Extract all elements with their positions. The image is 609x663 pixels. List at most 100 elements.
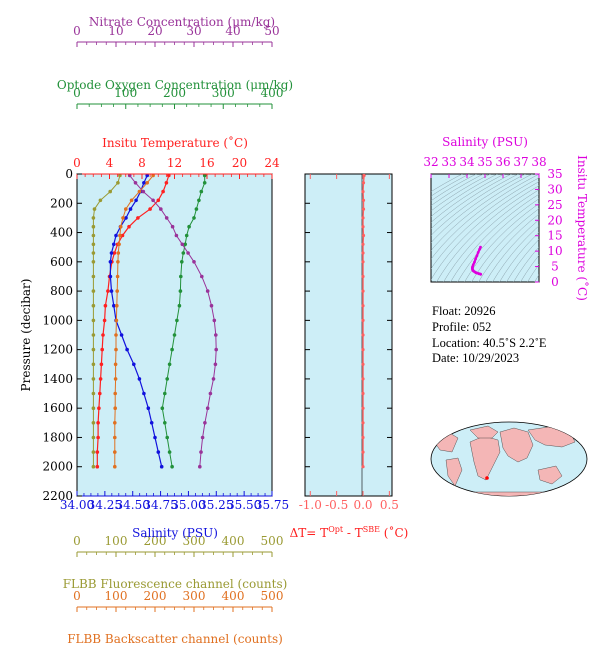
delta-t-data-point: [361, 406, 365, 410]
ts-isopycnal: [431, 174, 512, 229]
delta-t-data-point: [361, 421, 365, 425]
nitrate-data-point: [199, 450, 203, 454]
delta-t-data-point: [361, 465, 365, 469]
ts-isopycnal: [457, 198, 539, 282]
fluorescence-data-point: [91, 347, 96, 352]
temperature-axis-tick-label: 24: [264, 156, 280, 170]
ts-isopycnal: [431, 174, 505, 223]
ts-isopycnal: [520, 254, 539, 282]
info-profile: Profile: 052: [432, 320, 491, 334]
nitrate-data-point: [192, 260, 196, 264]
pressure-tick-label: 400: [50, 226, 73, 240]
ts-isopycnal: [534, 274, 539, 282]
ts-salinity-tick-label: 33: [441, 155, 456, 169]
oxygen-axis-tick-label: 400: [261, 86, 284, 100]
backscatter-axis-tick-label: 100: [105, 589, 128, 603]
delta-t-data-point: [361, 216, 365, 220]
backscatter-data-point: [113, 421, 117, 425]
backscatter-data-point: [116, 251, 121, 255]
temperature-axis-tick-label: 16: [199, 156, 214, 170]
ts-data-point: [478, 247, 481, 251]
backscatter-data-point: [137, 189, 142, 194]
ts-isopycnal: [485, 219, 539, 282]
ts-salinity-tick-label: 35: [477, 155, 492, 169]
oxygen-data-point: [202, 181, 207, 185]
pressure-tick-label: 800: [50, 284, 73, 298]
oxygen-data-point: [177, 303, 182, 308]
oxygen-axis-tick-label: 200: [163, 86, 186, 100]
fluorescence-data-point: [91, 450, 96, 454]
oxygen-axis-tick-label: 0: [73, 86, 81, 100]
temperature-data-point: [102, 318, 107, 323]
delta-t-axis-title: ΔT= TOpt - TSBE (˚C): [290, 525, 409, 540]
oxygen-data-point: [165, 377, 169, 381]
ts-temperature-tick-label: 5: [551, 260, 559, 274]
profile-series-layer: [91, 173, 218, 469]
salinity-data-point: [146, 406, 151, 411]
backscatter-data-point: [121, 216, 125, 220]
ts-salinity-tick-label: 34: [459, 155, 475, 169]
fluorescence-data-point: [116, 181, 120, 185]
oxygen-data-point: [167, 450, 172, 454]
oxygen-data-point: [179, 274, 183, 279]
nitrate-data-point: [214, 347, 218, 352]
ts-isopycnal: [431, 174, 533, 251]
oxygen-data-point: [197, 198, 201, 203]
backscatter-data-point: [115, 289, 119, 293]
delta-t-data-point: [361, 260, 365, 264]
ts-salinity-axis-title: Salinity (PSU): [442, 135, 528, 149]
nitrate-data-point: [141, 189, 146, 194]
salinity-data-point: [128, 207, 133, 211]
backscatter-data-point: [117, 242, 121, 247]
salinity-data-point: [108, 274, 113, 279]
salinity-data-point: [145, 173, 149, 178]
nitrate-axis-tick-label: 30: [186, 24, 201, 38]
salinity-data-point: [112, 303, 116, 308]
nitrate-data-point: [133, 181, 138, 185]
ts-isopycnal: [431, 174, 539, 260]
nitrate-data-point: [159, 207, 163, 211]
backscatter-axis-tick-label: 500: [261, 589, 284, 603]
ts-temperature-tick-label: 10: [547, 244, 562, 258]
delta-t-data-point: [361, 391, 365, 396]
salinity-axis-tick-label: 34.50: [116, 498, 150, 512]
temperature-data-point: [103, 303, 108, 308]
salinity-axis-tick-label: 34.25: [88, 498, 122, 512]
temperature-data-point: [106, 289, 110, 293]
fluorescence-data-point: [91, 216, 96, 220]
temperature-data-point: [127, 224, 131, 229]
nitrate-data-point: [212, 318, 217, 323]
oxygen-data-point: [178, 289, 183, 293]
salinity-axis-tick-label: 35.75: [255, 498, 289, 512]
fluorescence-data-point: [118, 173, 122, 178]
ts-isopycnal: [431, 174, 477, 202]
backscatter-axis-tick-label: 300: [183, 589, 206, 603]
temperature-data-point: [95, 464, 100, 469]
backscatter-axis-tick-label: 200: [144, 589, 167, 603]
ts-isopycnal: [431, 174, 519, 236]
oxygen-data-point: [180, 260, 184, 264]
delta-t-data-point: [361, 333, 365, 337]
nitrate-data-point: [174, 233, 179, 238]
fluorescence-data-point: [98, 198, 103, 203]
fluorescence-data-point: [91, 289, 96, 293]
salinity-data-point: [137, 377, 142, 381]
fluorescence-data-point: [91, 233, 96, 238]
temperature-data-point: [96, 421, 100, 425]
oxygen-data-point: [187, 224, 191, 229]
nitrate-axis-tick-label: 20: [147, 24, 162, 38]
oxygen-data-point: [170, 464, 174, 469]
nitrate-data-point: [127, 173, 132, 178]
float-location-marker: [485, 476, 489, 480]
fluorescence-data-point: [91, 406, 96, 411]
delta-t-data-point: [361, 304, 365, 308]
nitrate-data-point: [164, 216, 169, 220]
oxygen-data-point: [165, 435, 169, 440]
fluorescence-data-point: [108, 189, 112, 194]
delta-t-data-point: [361, 181, 366, 185]
info-location: Location: 40.5˚S 2.2˚E: [432, 336, 547, 350]
info-float: Float: 20926: [432, 304, 496, 318]
fluorescence-data-point: [91, 251, 96, 255]
fluorescence-axis-title: FLBB Fluorescence channel (counts): [63, 577, 288, 591]
world-map: [430, 421, 588, 497]
